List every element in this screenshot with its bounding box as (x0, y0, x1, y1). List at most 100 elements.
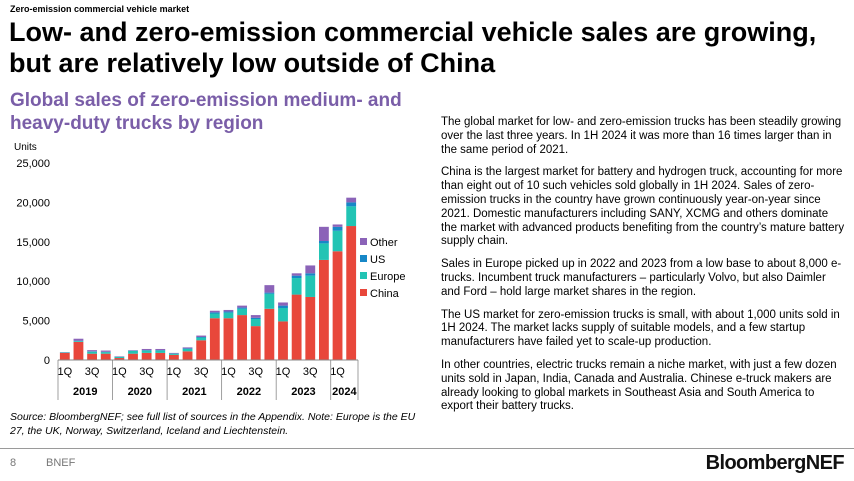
y-tick-label: 25,000 (16, 158, 50, 170)
y-tick-label: 0 (44, 355, 50, 367)
bar-segment-china (155, 352, 166, 360)
bar-segment-europe (332, 230, 343, 252)
bar-segment-other (291, 273, 302, 276)
bar-segment-china (250, 326, 261, 360)
bar-segment-us (250, 317, 261, 320)
x-tick-label: 1Q (57, 366, 72, 378)
bar-segment-other (250, 315, 261, 318)
bar-segment-europe (278, 307, 288, 322)
bar-segment-europe (87, 351, 97, 354)
bar-segment-other (209, 310, 220, 313)
body-paragraph: The US market for zero-emission trucks i… (441, 308, 840, 349)
bar-segment-europe (250, 319, 261, 327)
stacked-bar-chart: Units 0 5,000 10,000 15,000 20,000 25,000 1Q 3Q 1… (0, 135, 420, 415)
bar-segment-other (223, 309, 234, 312)
bar-segment-us (278, 305, 288, 308)
bar-segment-europe (264, 293, 275, 309)
bar-segment-china (264, 308, 275, 360)
bar-segment-us (237, 307, 247, 309)
legend-label-china: China (370, 288, 400, 300)
year-label: 2021 (182, 386, 206, 398)
bar-segment-china (209, 318, 220, 360)
bar-segment-china (305, 296, 316, 360)
x-tick-label: 1Q (330, 366, 345, 378)
year-label: 2020 (128, 386, 152, 398)
bar-segment-europe (319, 243, 329, 260)
legend-label-europe: Europe (370, 271, 405, 283)
y-axis-label: Units (14, 142, 37, 153)
legend-label-us: US (370, 254, 385, 266)
body-paragraph: The global market for low- and zero-emis… (441, 116, 842, 156)
bar-segment-us (209, 312, 220, 314)
body-text: The global market for low- and zero-emis… (441, 116, 846, 423)
page-number: 8 (10, 457, 17, 469)
x-tick-label: 3Q (303, 366, 318, 378)
bar-segment-china (73, 341, 84, 360)
bar-segment-other (87, 350, 97, 352)
bar-segment-other (237, 305, 247, 308)
y-tick-label: 10,000 (16, 276, 50, 288)
bar-segment-china (319, 259, 329, 360)
year-label: 2019 (73, 386, 97, 398)
x-tick-label: 1Q (112, 366, 127, 378)
bar-segment-china (141, 352, 152, 360)
bar-segment-china (223, 318, 234, 360)
body-paragraph: China is the largest market for battery … (441, 166, 845, 248)
bar-segment-other (169, 352, 179, 354)
x-tick-label: 1Q (221, 366, 236, 378)
year-label: 2024 (332, 386, 357, 398)
chart-title: Global sales of zero-emission medium- an… (10, 90, 402, 134)
bar-segment-china (196, 340, 207, 360)
source-note: Source: BloombergNEF; see full list of s… (10, 411, 416, 437)
bar-segment-europe (346, 206, 357, 227)
legend-swatch-china (360, 289, 367, 296)
bar-segment-us (305, 273, 316, 276)
x-tick-label: 1Q (167, 366, 182, 378)
bar-segment-china (114, 358, 125, 360)
bar-segment-us (332, 226, 343, 231)
year-label: 2022 (237, 386, 261, 398)
footer-brand: BNEF (46, 457, 76, 469)
body-paragraph: Sales in Europe picked up in 2022 and 20… (441, 258, 842, 298)
y-tick-label: 5,000 (22, 316, 50, 328)
bar-segment-us (291, 275, 302, 279)
bar-segment-china (237, 315, 247, 360)
legend-label-other: Other (370, 237, 398, 249)
y-tick-label: 15,000 (16, 237, 50, 249)
bar-segment-us (264, 292, 275, 294)
bar-segment-europe (169, 353, 179, 355)
bloombergnef-logo: BloombergNEF (705, 452, 845, 474)
bar-segment-china (169, 354, 179, 360)
bar-segment-other (155, 348, 166, 351)
legend-swatch-other (360, 238, 367, 245)
bar-segment-europe (73, 341, 84, 342)
bar-segment-europe (155, 350, 166, 353)
bar-segment-china (128, 353, 138, 360)
bar-segment-other (141, 348, 152, 351)
bar-segment-europe (196, 337, 207, 341)
x-tick-label: 1Q (276, 366, 291, 378)
bar-segment-us (196, 336, 207, 338)
bar-segment-us (182, 348, 193, 349)
bar-segment-other (73, 338, 84, 341)
bar-segment-europe (291, 278, 302, 295)
bar-segment-europe (237, 308, 247, 316)
y-tick-label: 20,000 (16, 197, 50, 209)
x-tick-label: 3Q (139, 366, 154, 378)
legend-swatch-us (360, 255, 367, 262)
body-paragraph: In other countries, electric trucks rema… (441, 358, 837, 413)
bar-segment-china (291, 294, 302, 360)
bar-segment-china (182, 351, 193, 360)
bar-segment-other (305, 265, 316, 274)
section-label: Zero-emission commercial vehicle market (10, 4, 190, 14)
bar-segment-other (100, 350, 111, 352)
bar-segment-europe (141, 350, 152, 353)
year-label: 2023 (291, 386, 315, 398)
x-tick-label: 3Q (248, 366, 263, 378)
bar-segment-other (196, 335, 207, 337)
bar-segment-other (182, 347, 193, 349)
bar-segment-europe (100, 352, 111, 354)
legend-swatch-europe (360, 272, 367, 279)
bar-segment-other (332, 224, 343, 227)
bar-segment-europe (305, 275, 316, 297)
